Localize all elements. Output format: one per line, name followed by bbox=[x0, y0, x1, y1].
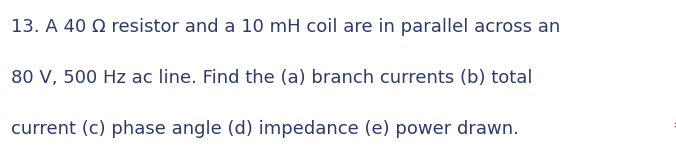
Text: *: * bbox=[673, 120, 676, 139]
Text: current (c) phase angle (d) impedance (e) power drawn.: current (c) phase angle (d) impedance (e… bbox=[11, 120, 525, 139]
Text: 80 V, 500 Hz ac line. Find the (a) branch currents (b) total: 80 V, 500 Hz ac line. Find the (a) branc… bbox=[11, 69, 532, 87]
Text: 13. A 40 Ω resistor and a 10 mH coil are in parallel across an: 13. A 40 Ω resistor and a 10 mH coil are… bbox=[11, 17, 560, 36]
